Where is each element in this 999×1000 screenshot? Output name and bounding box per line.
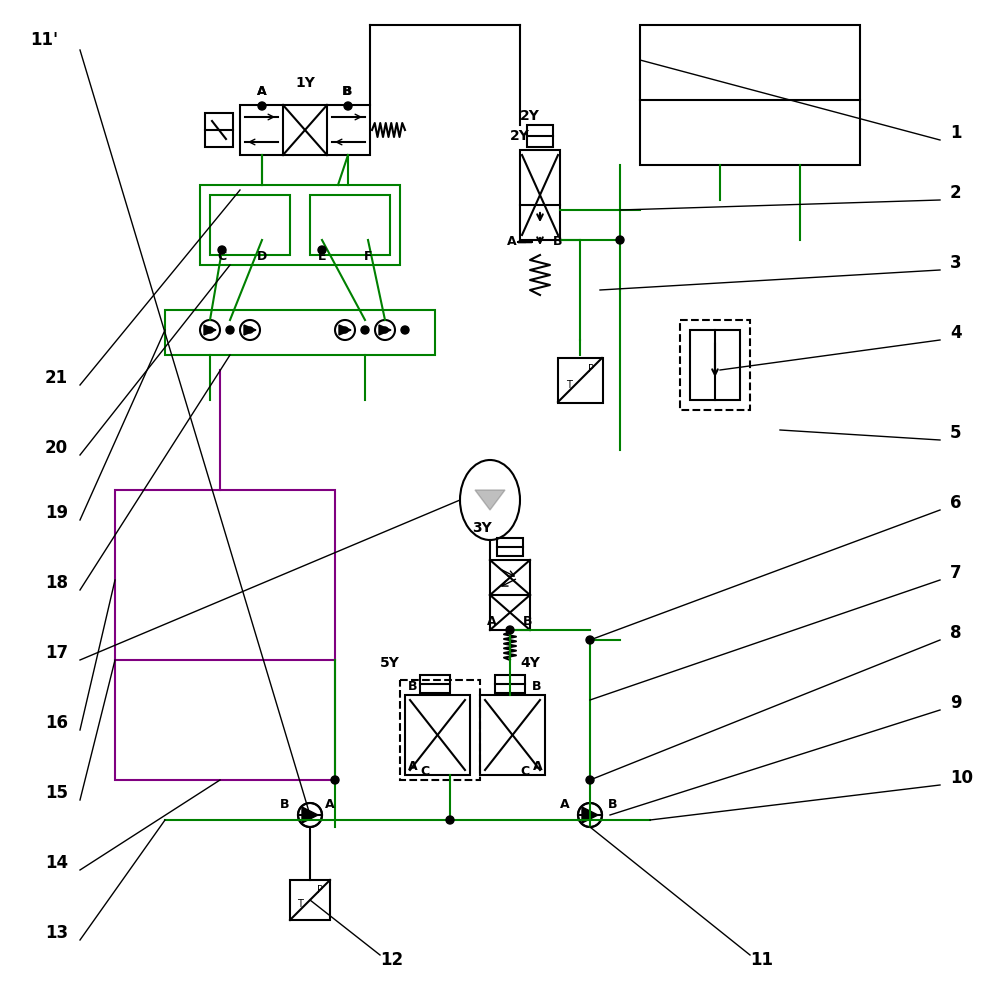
Bar [497, 538, 523, 556]
Text: 12: 12 [380, 951, 404, 969]
Text: A: A [326, 798, 335, 811]
Text: 13: 13 [45, 924, 68, 942]
Bar [640, 25, 860, 165]
Circle shape [361, 326, 369, 334]
Text: 21: 21 [45, 369, 68, 387]
Text: 14: 14 [45, 854, 68, 872]
Bar [680, 320, 750, 410]
Text: A: A [533, 760, 542, 773]
Polygon shape [204, 325, 216, 335]
Circle shape [586, 776, 594, 784]
Text: F: F [364, 250, 373, 263]
Text: 20: 20 [45, 439, 68, 457]
Circle shape [218, 246, 226, 254]
Text: A: A [560, 798, 569, 811]
Text: 4Y: 4Y [520, 656, 539, 670]
Text: C: C [520, 765, 529, 778]
Circle shape [446, 816, 454, 824]
Text: B: B [281, 798, 290, 811]
Text: 3: 3 [950, 254, 962, 272]
Bar [290, 880, 330, 920]
Text: B: B [343, 85, 352, 98]
Circle shape [401, 326, 409, 334]
Bar [310, 195, 390, 255]
Polygon shape [244, 325, 256, 335]
Text: 7: 7 [950, 564, 962, 582]
Text: B: B [608, 798, 617, 811]
Text: 1: 1 [950, 124, 961, 142]
Text: 10: 10 [950, 769, 973, 787]
Bar [490, 560, 530, 630]
Circle shape [506, 626, 514, 634]
Text: 18: 18 [45, 574, 68, 592]
Text: A: A [488, 615, 497, 628]
Text: 6: 6 [950, 494, 961, 512]
Bar [558, 358, 603, 403]
Bar [200, 185, 400, 265]
Text: B: B [523, 615, 532, 628]
Text: 16: 16 [45, 714, 68, 732]
Text: 5: 5 [950, 424, 961, 442]
Text: 8: 8 [950, 624, 961, 642]
Text: 1Y: 1Y [295, 76, 315, 90]
Text: P: P [317, 885, 323, 895]
Text: 11: 11 [750, 951, 773, 969]
Text: 5Y: 5Y [380, 656, 400, 670]
Bar [210, 195, 290, 255]
Circle shape [247, 327, 253, 333]
Text: 3Y: 3Y [473, 521, 492, 535]
Circle shape [331, 776, 339, 784]
Text: B: B [532, 680, 541, 693]
Text: 15: 15 [45, 784, 68, 802]
Circle shape [344, 102, 352, 110]
Bar [400, 680, 480, 780]
Text: 4: 4 [950, 324, 962, 342]
Bar [480, 695, 545, 775]
Text: C: C [421, 765, 430, 778]
Text: T: T [566, 380, 572, 390]
Bar [205, 113, 233, 147]
Circle shape [342, 327, 348, 333]
Text: 19: 19 [45, 504, 68, 522]
Polygon shape [339, 325, 351, 335]
Bar [520, 150, 560, 240]
Circle shape [382, 327, 388, 333]
Text: 17: 17 [45, 644, 68, 662]
Bar [495, 675, 525, 693]
Bar [165, 310, 435, 355]
Bar [405, 695, 470, 775]
Polygon shape [582, 807, 598, 823]
Text: C: C [218, 250, 227, 263]
Text: A: A [257, 85, 267, 98]
Text: B: B [409, 680, 418, 693]
Text: 11': 11' [30, 31, 58, 49]
Text: 2Y: 2Y [510, 129, 529, 143]
Text: B: B [344, 85, 353, 98]
Text: T: T [297, 899, 303, 909]
Text: E: E [318, 250, 327, 263]
Circle shape [258, 102, 266, 110]
Text: D: D [257, 250, 267, 263]
Polygon shape [379, 325, 391, 335]
Polygon shape [302, 807, 318, 823]
Bar [240, 105, 370, 155]
Bar [420, 675, 450, 693]
Bar [690, 330, 740, 400]
Bar [527, 125, 553, 147]
Polygon shape [475, 490, 505, 510]
Text: 2Y: 2Y [520, 109, 539, 123]
Circle shape [207, 327, 213, 333]
Text: 9: 9 [950, 694, 962, 712]
Bar [115, 490, 335, 780]
Circle shape [226, 326, 234, 334]
Text: 2: 2 [950, 184, 962, 202]
Text: A: A [409, 760, 418, 773]
Text: B: B [553, 235, 562, 248]
Circle shape [616, 236, 624, 244]
Text: A: A [507, 235, 516, 248]
Text: P: P [588, 364, 594, 374]
Circle shape [318, 246, 326, 254]
Text: A: A [257, 85, 267, 98]
Circle shape [586, 636, 594, 644]
